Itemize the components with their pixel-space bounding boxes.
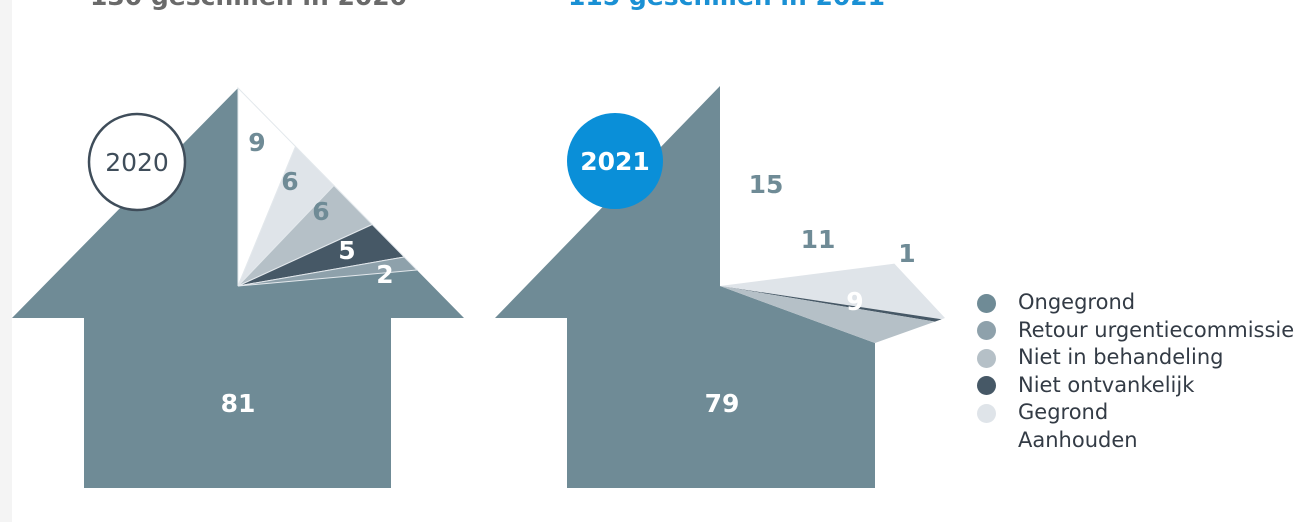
badge-2021-label: 2021: [580, 147, 650, 176]
value-2021-niet-in-behandeling: 9: [846, 287, 863, 316]
value-2020-ongegrond: 81: [221, 389, 256, 418]
legend-item-ongegrond: Ongegrond: [974, 289, 1294, 317]
legend-swatch: [977, 376, 996, 395]
legend-item-retour-urgentiecommissie: Retour urgentiecommissie: [974, 317, 1294, 345]
value-2020-aanhouden: 9: [248, 128, 265, 157]
legend-label: Ongegrond: [1018, 290, 1136, 314]
slice-2021-aanhouden: [720, 186, 895, 286]
legend-label: Aanhouden: [1018, 427, 1138, 452]
house-2020-slices: [237, 86, 419, 287]
value-2021-aanhouden: 15: [749, 170, 784, 199]
house-2021-slices: [720, 186, 945, 343]
slice-2021-niet-ontvankelijk: [720, 286, 942, 322]
legend-label: Niet in behandeling: [1018, 345, 1224, 369]
badge-2020-label: 2020: [105, 148, 169, 177]
value-2020-retour: 2: [376, 260, 393, 289]
value-2020-niet-in-behandeling: 6: [312, 197, 329, 226]
value-2021-gegrond: 11: [801, 225, 836, 254]
legend-swatch: [977, 293, 996, 313]
legend-label: Niet ontvankelijk: [1018, 372, 1195, 397]
left-margin-strip: [0, 0, 12, 522]
legend-swatch: [977, 348, 996, 368]
house-2020-body: [12, 88, 464, 488]
legend-item-niet-ontvankelijk: Niet ontvankelijk: [974, 372, 1294, 400]
heading-2021: 115 geschillen in 2021: [568, 0, 885, 12]
badge-2021: [567, 113, 663, 209]
legend-item-aanhouden: Aanhouden: [974, 427, 1294, 455]
legend-item-gegrond: Gegrond: [974, 399, 1294, 427]
badge-2020: [87, 112, 187, 212]
slice-2021-gegrond: [720, 263, 945, 320]
house-2021-body: [495, 86, 875, 488]
legend-label: Gegrond: [1018, 400, 1109, 424]
slice-2020-retour-urgentiecommissie: [237, 256, 419, 287]
value-2020-gegrond: 6: [281, 167, 298, 196]
value-2020-niet-ontvankelijk: 5: [338, 236, 355, 265]
legend-item-niet-in-behandeling: Niet in behandeling: [974, 344, 1294, 372]
value-2021-ongegrond: 79: [705, 389, 740, 418]
legend-swatch: [977, 403, 996, 423]
slice-2021-niet-in-behandeling: [720, 286, 935, 343]
legend-label: Retour urgentiecommissie: [1018, 317, 1295, 342]
legend-swatch: [977, 321, 996, 340]
legend: Ongegrond Retour urgentiecommissie Niet …: [974, 289, 1294, 454]
value-2021-niet-ontvankelijk: 1: [898, 239, 915, 268]
heading-2020: 130 geschillen in 2020: [90, 0, 407, 12]
